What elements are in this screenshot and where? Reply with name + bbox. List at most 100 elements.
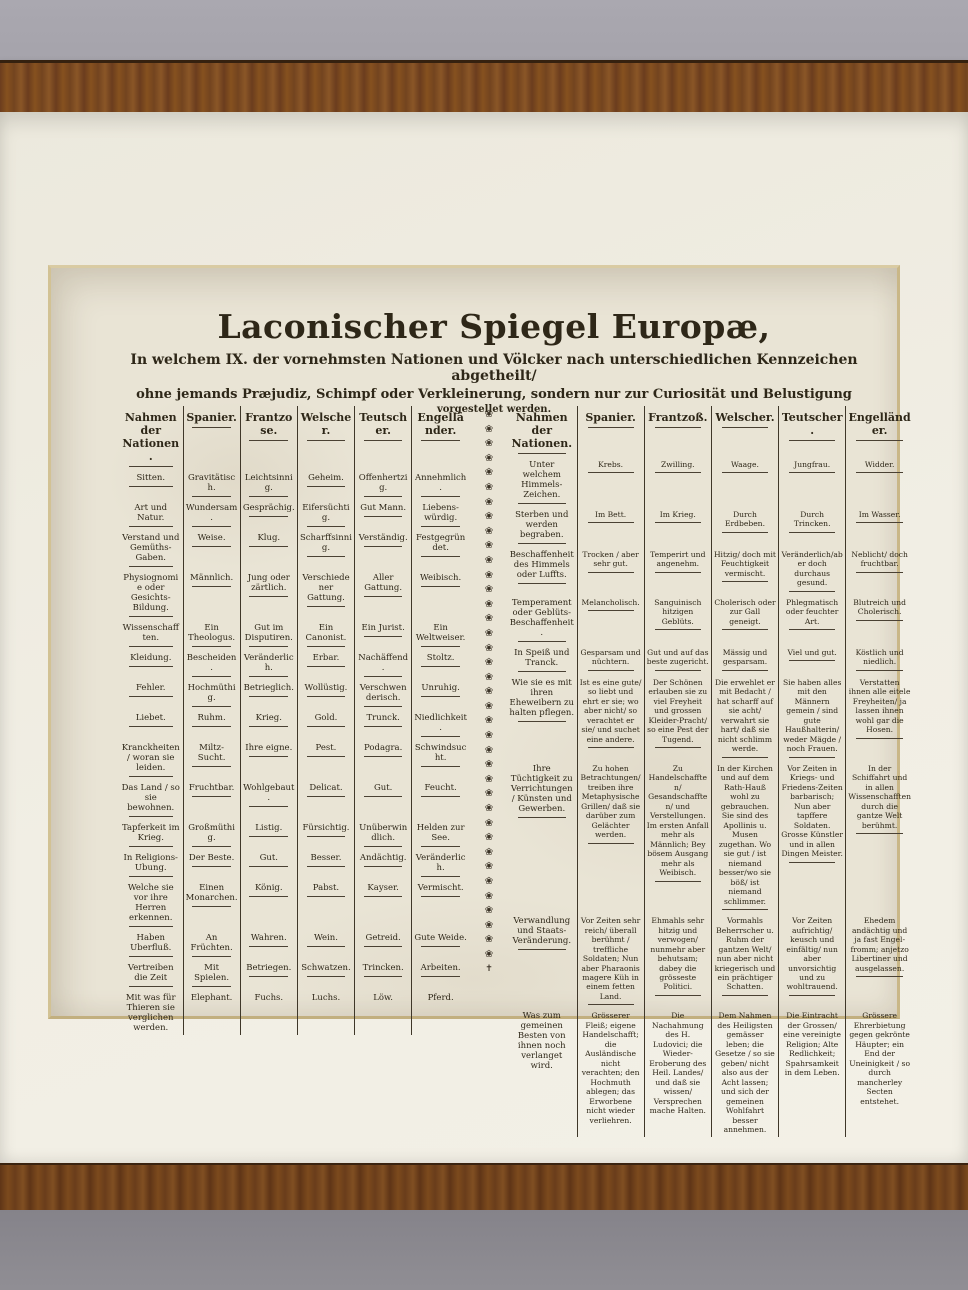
table-cell: Melancholisch. (576, 593, 645, 644)
left-comparison-table: Nahmen der Nationen. Spanier. Frantzose. We… (119, 406, 469, 1035)
table-cell: Vor Zeiten aufrichtig/ keusch und einfäl… (778, 912, 846, 1008)
row-label-cell: Sitten. (119, 469, 183, 499)
table-cell: Trunck. (354, 709, 412, 739)
column-header-nation: Engelländer. (845, 406, 913, 456)
table-cell: Mit Spielen. (182, 959, 241, 989)
table-cell: Ehmahls sehr hitzig und verwogen/ nunmeh… (643, 912, 712, 1008)
table-cell: Fruchtbar. (182, 779, 241, 819)
table-cell: Löw. (354, 989, 412, 1035)
table-cell: Waage. (710, 456, 779, 506)
rosette-ornament-icon: ❀ (484, 846, 494, 858)
rosette-ornament-icon: ❀ (484, 919, 494, 931)
table-row: Vertreiben die Zeit Mit Spielen. Betriegen… (119, 959, 469, 989)
print-subtitle-line1: In welchem IX. der vornehmsten Nationen … (130, 351, 858, 384)
table-cell: Gute Weide. (411, 929, 469, 959)
table-row: Was zum gemeinen Besten von ihnen noch v… (507, 1007, 913, 1137)
rosette-ornament-icon: ❀ (484, 788, 494, 800)
table-cell: Wein. (296, 929, 355, 959)
table-row: Das Land / so sie bewohnen. Fruchtbar. Woh… (119, 779, 469, 819)
table-cell: Widder. (845, 456, 913, 506)
table-cell: Ehedem andächtig und ja fast Engel-fromm… (845, 912, 913, 1008)
table-cell: Wundersam. (182, 499, 241, 529)
table-cell: Zwilling. (643, 456, 712, 506)
table-cell: Gold. (296, 709, 355, 739)
table-row: In Speiß und Tranck. Gesparsam und nüchte… (507, 643, 913, 674)
rosette-ornament-icon: ❀ (484, 525, 494, 537)
table-row: Sterben und werden begraben. Im Bett. Im K… (507, 506, 913, 546)
table-cell: Ihre eigne. (239, 739, 298, 779)
table-row: Temperament oder Geblüts-Beschaffenheit.… (507, 593, 913, 644)
table-row: Welche sie vor ihre Herren erkennen. Eine… (119, 879, 469, 929)
rosette-ornament-icon: ❀ (484, 409, 494, 420)
table-cell: Ruhm. (182, 709, 241, 739)
table-cell: Schwatzen. (296, 959, 355, 989)
row-label-cell: Verstand und Gemüths-Gaben. (119, 529, 183, 569)
table-cell: Im Wasser. (845, 506, 913, 546)
rosette-ornament-icon: ❀ (484, 496, 494, 508)
rosette-ornament-icon: ❀ (484, 700, 494, 712)
table-cell: Getreid. (354, 929, 412, 959)
table-cell: Der Schönen erlauben sie zu viel Freyhei… (643, 673, 712, 760)
table-cell: In der Schiffahrt und in allen Wissensch… (845, 759, 913, 913)
table-cell: Verstatten ihnen alle eitele Freyheiten/… (845, 673, 913, 760)
table-cell: Die Nachahmung des H. Ludovici; die Wied… (643, 1007, 712, 1137)
table-cell: Grösserer Fleiß; eigene Handelschafft; d… (576, 1007, 645, 1137)
row-label-cell: Unter welchem Himmels-Zeichen. (507, 456, 577, 506)
table-cell: Im Bett. (576, 506, 645, 546)
table-cell: Nachäffend. (354, 649, 412, 679)
table-cell: Unüberwindlich. (354, 819, 412, 849)
ornament-divider: ❀ ❀ ❀ ❀ ❀ ❀ ❀ ❀ ❀ ❀ ❀ ❀ ❀ ❀ ❀ ❀ ❀ ❀ ❀ ❀ ❀ ❀ ❀ ❀ ❀ ❀ ❀ ❀ ❀ ❀ ❀ ❀ ❀ ❀ ❀ ❀ ❀ ❀ ✝ (478, 406, 500, 975)
table-cell: Betrieglich. (239, 679, 298, 709)
table-cell: Helden zur See. (411, 819, 469, 849)
table-cell: König. (239, 879, 298, 929)
table-cell: Hitzig/ doch mit Feuchtigkeit vermischt. (710, 546, 779, 594)
table-row: Physiognomie oder Gesichts-Bildung. Männl… (119, 569, 469, 619)
table-cell: Zu hohen Betrachtungen/ treiben ihre Met… (576, 759, 645, 913)
table-cell: Listig. (239, 819, 298, 849)
table-cell: Die erwehlet er mit Bedacht / hat scharf… (710, 673, 779, 760)
row-label-cell: Haben Uberfluß. (119, 929, 183, 959)
table-cell: Gravitätisch. (182, 469, 241, 499)
table-cell: Miltz-Sucht. (182, 739, 241, 779)
table-cell: Weise. (182, 529, 241, 569)
table-cell: Weibisch. (411, 569, 469, 619)
header-row: Nahmen der Nationen. Spanier. Frantzoß. Wel… (507, 406, 913, 456)
column-header-nation: Teutscher. (778, 406, 846, 456)
table-cell: Die Eintracht der Grossen/ eine vereinig… (778, 1007, 846, 1137)
rosette-ornament-icon: ❀ (484, 948, 494, 960)
table-cell: Durch Trincken. (778, 506, 846, 546)
table-row: Art und Natur. Wundersam. Gesprächig. Eifer… (119, 499, 469, 529)
column-header-nation: Teutscher. (354, 406, 412, 469)
table-cell: Trocken / aber sehr gut. (576, 546, 645, 594)
table-row: Mit was für Thieren sie verglichen werde… (119, 989, 469, 1035)
floor-surface (0, 1210, 968, 1290)
column-header-nation: Welscher. (296, 406, 355, 469)
table-cell: Im Krieg. (643, 506, 712, 546)
table-cell: Luchs. (296, 989, 355, 1035)
table-cell: Arbeiten. (411, 959, 469, 989)
table-row: Sitten. Gravitätisch. Leichtsinnig. Geheim.… (119, 469, 469, 499)
table-row: Liebet. Ruhm. Krieg. Gold. Trunck. Niedlichke… (119, 709, 469, 739)
table-cell: Phlegmatisch oder feuchter Art. (778, 593, 846, 644)
table-cell: Ein Theologus. (182, 619, 241, 649)
table-cell: Stoltz. (411, 649, 469, 679)
table-row: Wie sie es mit ihren Eheweibern zu halte… (507, 673, 913, 760)
table-cell: Ein Weltweiser. (411, 619, 469, 649)
table-row: Unter welchem Himmels-Zeichen. Krebs. Zwil… (507, 456, 913, 506)
row-label-cell: Welche sie vor ihre Herren erkennen. (119, 879, 183, 929)
right-comparison-table: Nahmen der Nationen. Spanier. Frantzoß. Wel… (507, 406, 913, 1137)
table-cell: Betriegen. (239, 959, 298, 989)
rosette-ornament-icon: ❀ (484, 467, 494, 479)
header-row: Nahmen der Nationen. Spanier. Frantzose. We… (119, 406, 469, 469)
rosette-ornament-icon: ❀ (484, 744, 494, 756)
rosette-ornament-icon: ❀ (484, 438, 494, 450)
table-cell: In der Kirchen und auf dem Rath-Hauß woh… (710, 759, 779, 913)
table-cell: Veränderlich. (411, 849, 469, 879)
rosette-ornament-icon: ❀ (484, 598, 494, 610)
table-row: Kranckheiten/ woran sie leiden. Miltz-Suc… (119, 739, 469, 779)
rosette-ornament-icon: ❀ (484, 613, 494, 625)
table-cell: Ein Canonist. (296, 619, 355, 649)
rosette-ornament-icon: ❀ (484, 686, 494, 698)
table-cell: Männlich. (182, 569, 241, 619)
